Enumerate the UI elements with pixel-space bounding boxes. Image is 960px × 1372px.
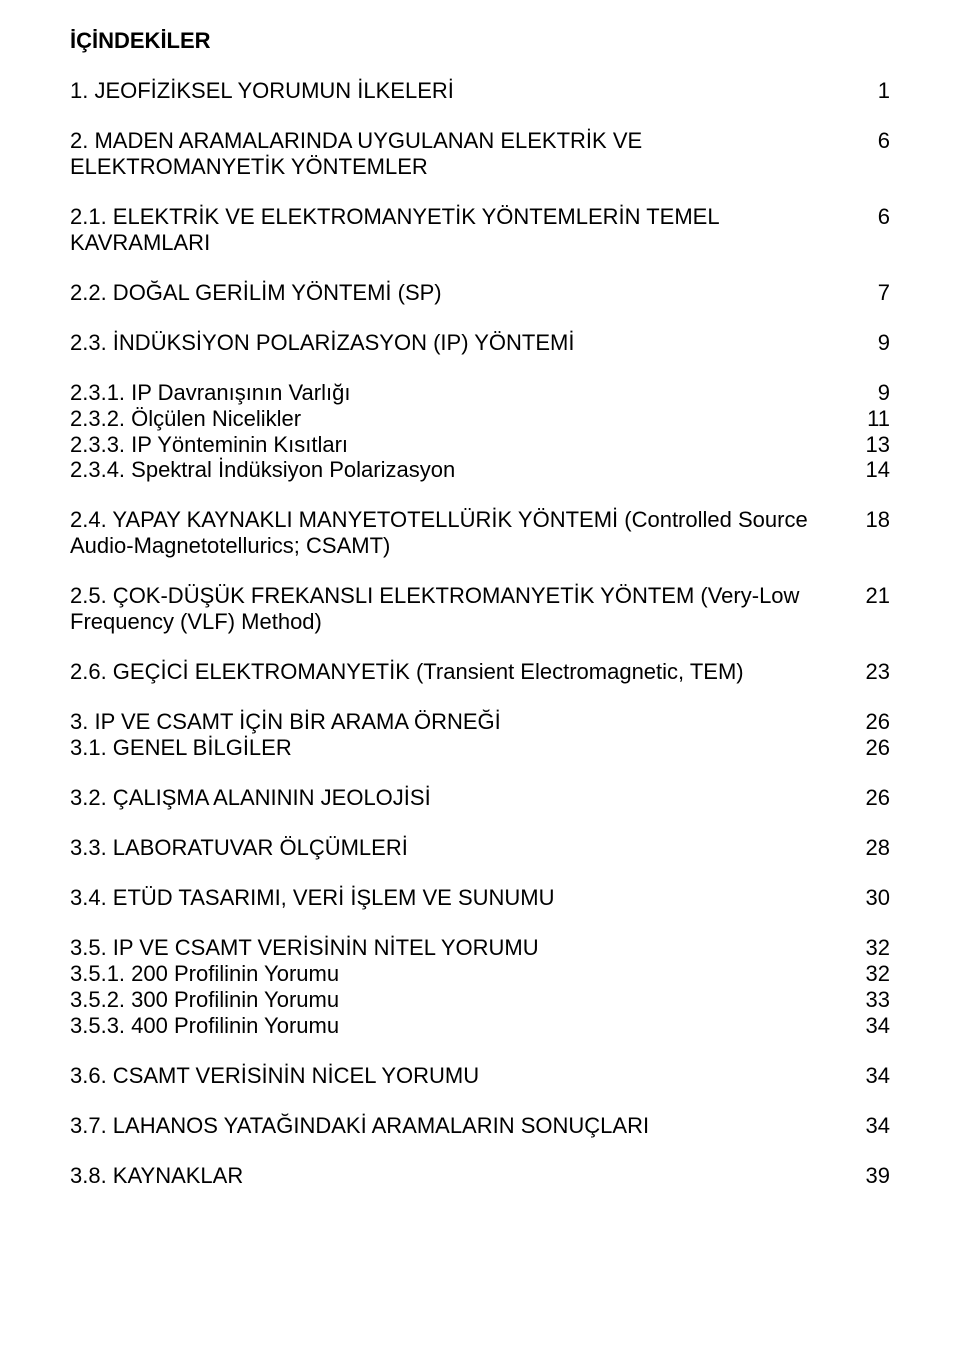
toc-entry-page: 11 <box>850 406 890 432</box>
toc-entry-page: 39 <box>850 1163 890 1189</box>
toc-entry-label: 2.5. ÇOK-DÜŞÜK FREKANSLI ELEKTROMANYETİK… <box>70 583 850 635</box>
toc-entry-page: 7 <box>850 280 890 306</box>
toc-group: 3.5. IP VE CSAMT VERİSİNİN NİTEL YORUMU3… <box>70 935 890 1039</box>
table-of-contents: 1. JEOFİZİKSEL YORUMUN İLKELERİ12. MADEN… <box>70 78 890 1189</box>
toc-group: 2.5. ÇOK-DÜŞÜK FREKANSLI ELEKTROMANYETİK… <box>70 583 890 635</box>
toc-entry-page: 9 <box>850 380 890 406</box>
toc-row: 2.3.4. Spektral İndüksiyon Polarizasyon1… <box>70 457 890 483</box>
toc-row: 2.2. DOĞAL GERİLİM YÖNTEMİ (SP)7 <box>70 280 890 306</box>
toc-entry-page: 30 <box>850 885 890 911</box>
toc-group: 3.8. KAYNAKLAR39 <box>70 1163 890 1189</box>
toc-row: 3.5.3. 400 Profilinin Yorumu34 <box>70 1013 890 1039</box>
toc-entry-page: 14 <box>850 457 890 483</box>
toc-row: 3.4. ETÜD TASARIMI, VERİ İŞLEM VE SUNUMU… <box>70 885 890 911</box>
toc-entry-page: 32 <box>850 961 890 987</box>
toc-entry-page: 33 <box>850 987 890 1013</box>
toc-entry-label: 2.2. DOĞAL GERİLİM YÖNTEMİ (SP) <box>70 280 850 306</box>
toc-entry-page: 34 <box>850 1063 890 1089</box>
toc-group: 2.2. DOĞAL GERİLİM YÖNTEMİ (SP)7 <box>70 280 890 306</box>
toc-entry-label: 1. JEOFİZİKSEL YORUMUN İLKELERİ <box>70 78 850 104</box>
toc-row: 3.5.1. 200 Profilinin Yorumu32 <box>70 961 890 987</box>
toc-entry-page: 32 <box>850 935 890 961</box>
toc-row: 1. JEOFİZİKSEL YORUMUN İLKELERİ1 <box>70 78 890 104</box>
toc-entry-page: 34 <box>850 1013 890 1039</box>
toc-entry-label: 2.3. İNDÜKSİYON POLARİZASYON (IP) YÖNTEM… <box>70 330 850 356</box>
toc-entry-label: 2.1. ELEKTRİK VE ELEKTROMANYETİK YÖNTEML… <box>70 204 850 256</box>
toc-entry-label: 2.3.1. IP Davranışının Varlığı <box>70 380 850 406</box>
toc-group: 3. IP VE CSAMT İÇİN BİR ARAMA ÖRNEĞİ263.… <box>70 709 890 761</box>
toc-group: 1. JEOFİZİKSEL YORUMUN İLKELERİ1 <box>70 78 890 104</box>
toc-entry-label: 3.4. ETÜD TASARIMI, VERİ İŞLEM VE SUNUMU <box>70 885 850 911</box>
toc-entry-page: 13 <box>850 432 890 458</box>
toc-entry-label: 2.4. YAPAY KAYNAKLI MANYETOTELLÜRİK YÖNT… <box>70 507 850 559</box>
toc-entry-label: 3.5.1. 200 Profilinin Yorumu <box>70 961 850 987</box>
toc-entry-page: 6 <box>850 128 890 154</box>
toc-entry-page: 23 <box>850 659 890 685</box>
toc-entry-label: 2.6. GEÇİCİ ELEKTROMANYETİK (Transient E… <box>70 659 850 685</box>
toc-group: 2. MADEN ARAMALARINDA UYGULANAN ELEKTRİK… <box>70 128 890 180</box>
toc-entry-label: 3.5.2. 300 Profilinin Yorumu <box>70 987 850 1013</box>
toc-row: 3.6. CSAMT VERİSİNİN NİCEL YORUMU34 <box>70 1063 890 1089</box>
toc-entry-label: 3.6. CSAMT VERİSİNİN NİCEL YORUMU <box>70 1063 850 1089</box>
toc-entry-page: 26 <box>850 735 890 761</box>
toc-entry-page: 1 <box>850 78 890 104</box>
toc-group: 2.6. GEÇİCİ ELEKTROMANYETİK (Transient E… <box>70 659 890 685</box>
toc-entry-label: 3. IP VE CSAMT İÇİN BİR ARAMA ÖRNEĞİ <box>70 709 850 735</box>
toc-entry-page: 6 <box>850 204 890 230</box>
toc-row: 3.1. GENEL BİLGİLER26 <box>70 735 890 761</box>
toc-entry-page: 9 <box>850 330 890 356</box>
toc-entry-label: 3.7. LAHANOS YATAĞINDAKİ ARAMALARIN SONU… <box>70 1113 850 1139</box>
toc-row: 3.2. ÇALIŞMA ALANININ JEOLOJİSİ26 <box>70 785 890 811</box>
toc-entry-label: 3.8. KAYNAKLAR <box>70 1163 850 1189</box>
toc-entry-label: 2. MADEN ARAMALARINDA UYGULANAN ELEKTRİK… <box>70 128 850 180</box>
toc-entry-label: 2.3.2. Ölçülen Nicelikler <box>70 406 850 432</box>
toc-row: 2.1. ELEKTRİK VE ELEKTROMANYETİK YÖNTEML… <box>70 204 890 256</box>
toc-group: 3.7. LAHANOS YATAĞINDAKİ ARAMALARIN SONU… <box>70 1113 890 1139</box>
toc-row: 2.3.2. Ölçülen Nicelikler11 <box>70 406 890 432</box>
page-title: İÇİNDEKİLER <box>70 28 890 54</box>
toc-group: 3.4. ETÜD TASARIMI, VERİ İŞLEM VE SUNUMU… <box>70 885 890 911</box>
toc-entry-label: 3.3. LABORATUVAR ÖLÇÜMLERİ <box>70 835 850 861</box>
toc-entry-label: 2.3.4. Spektral İndüksiyon Polarizasyon <box>70 457 850 483</box>
toc-row: 2.3. İNDÜKSİYON POLARİZASYON (IP) YÖNTEM… <box>70 330 890 356</box>
toc-entry-label: 3.5.3. 400 Profilinin Yorumu <box>70 1013 850 1039</box>
toc-entry-label: 2.3.3. IP Yönteminin Kısıtları <box>70 432 850 458</box>
toc-entry-label: 3.2. ÇALIŞMA ALANININ JEOLOJİSİ <box>70 785 850 811</box>
toc-group: 2.4. YAPAY KAYNAKLI MANYETOTELLÜRİK YÖNT… <box>70 507 890 559</box>
toc-row: 2.3.3. IP Yönteminin Kısıtları13 <box>70 432 890 458</box>
toc-entry-label: 3.1. GENEL BİLGİLER <box>70 735 850 761</box>
toc-group: 3.6. CSAMT VERİSİNİN NİCEL YORUMU34 <box>70 1063 890 1089</box>
toc-group: 3.3. LABORATUVAR ÖLÇÜMLERİ28 <box>70 835 890 861</box>
toc-entry-page: 34 <box>850 1113 890 1139</box>
toc-entry-page: 26 <box>850 709 890 735</box>
toc-entry-page: 18 <box>850 507 890 533</box>
toc-entry-page: 28 <box>850 835 890 861</box>
toc-row: 3.7. LAHANOS YATAĞINDAKİ ARAMALARIN SONU… <box>70 1113 890 1139</box>
toc-entry-page: 21 <box>850 583 890 609</box>
toc-entry-page: 26 <box>850 785 890 811</box>
toc-row: 2.3.1. IP Davranışının Varlığı9 <box>70 380 890 406</box>
toc-row: 2.6. GEÇİCİ ELEKTROMANYETİK (Transient E… <box>70 659 890 685</box>
toc-row: 3.3. LABORATUVAR ÖLÇÜMLERİ28 <box>70 835 890 861</box>
toc-group: 3.2. ÇALIŞMA ALANININ JEOLOJİSİ26 <box>70 785 890 811</box>
toc-row: 3.8. KAYNAKLAR39 <box>70 1163 890 1189</box>
toc-row: 3.5. IP VE CSAMT VERİSİNİN NİTEL YORUMU3… <box>70 935 890 961</box>
toc-group: 2.1. ELEKTRİK VE ELEKTROMANYETİK YÖNTEML… <box>70 204 890 256</box>
toc-group: 2.3.1. IP Davranışının Varlığı92.3.2. Öl… <box>70 380 890 484</box>
toc-row: 2.5. ÇOK-DÜŞÜK FREKANSLI ELEKTROMANYETİK… <box>70 583 890 635</box>
toc-row: 2. MADEN ARAMALARINDA UYGULANAN ELEKTRİK… <box>70 128 890 180</box>
toc-entry-label: 3.5. IP VE CSAMT VERİSİNİN NİTEL YORUMU <box>70 935 850 961</box>
toc-row: 3.5.2. 300 Profilinin Yorumu33 <box>70 987 890 1013</box>
toc-group: 2.3. İNDÜKSİYON POLARİZASYON (IP) YÖNTEM… <box>70 330 890 356</box>
toc-row: 2.4. YAPAY KAYNAKLI MANYETOTELLÜRİK YÖNT… <box>70 507 890 559</box>
toc-row: 3. IP VE CSAMT İÇİN BİR ARAMA ÖRNEĞİ26 <box>70 709 890 735</box>
